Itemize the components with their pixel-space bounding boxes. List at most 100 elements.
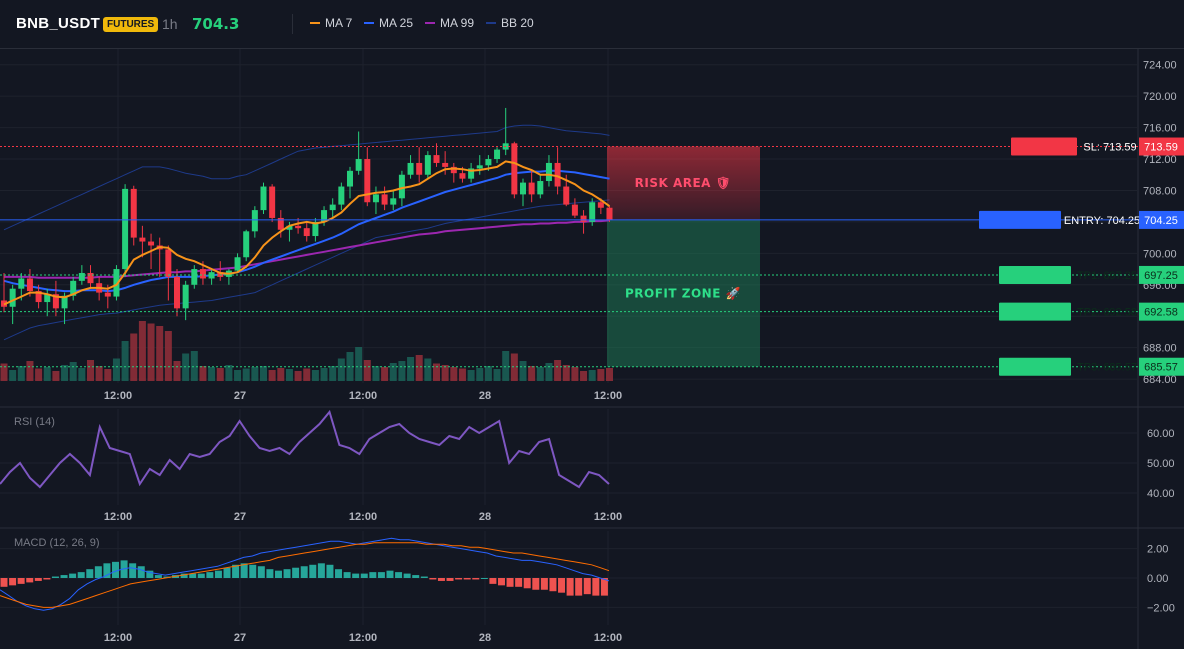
x-tick-label: 12:00 xyxy=(594,632,622,644)
x-tick-label: 12:00 xyxy=(349,511,377,523)
macd-histogram-bar xyxy=(480,578,488,579)
legend-ma99[interactable]: MA 99 xyxy=(425,16,474,30)
x-tick-label: 12:00 xyxy=(594,390,622,402)
x-tick-label: 27 xyxy=(234,390,246,402)
legend-bb20-label: BB 20 xyxy=(501,16,534,30)
volume-bar xyxy=(35,368,43,381)
volume-bar xyxy=(164,331,172,381)
volume-bar xyxy=(450,367,458,381)
macd-histogram-bar xyxy=(197,573,205,578)
macd-histogram-bar xyxy=(283,569,291,578)
macd-histogram-bar xyxy=(317,563,325,578)
candle-body xyxy=(104,292,111,297)
candle-body xyxy=(442,162,449,167)
y-tick-label: 720.00 xyxy=(1143,91,1177,103)
candle-body xyxy=(321,210,328,222)
level-price-tp2: 692.58 xyxy=(1144,307,1178,319)
volume-bar xyxy=(528,366,536,381)
x-tick-label: 12:00 xyxy=(104,390,132,402)
x-tick-label: 27 xyxy=(234,511,246,523)
candle-body xyxy=(407,162,414,175)
timeframe-label[interactable]: 1h xyxy=(162,16,178,32)
candle-body xyxy=(269,186,276,218)
candle-body xyxy=(416,162,423,175)
x-tick-label: 12:00 xyxy=(104,632,132,644)
candle-body xyxy=(355,159,362,171)
candle-body xyxy=(139,237,146,242)
candle-body xyxy=(44,294,51,303)
ma99-swatch xyxy=(425,21,435,24)
volume-bar xyxy=(294,371,302,381)
candle-body xyxy=(398,174,405,199)
volume-bar xyxy=(147,323,155,381)
volume-bar xyxy=(95,366,103,381)
candle-body xyxy=(295,225,302,229)
rsi-line xyxy=(0,409,610,489)
candle-body xyxy=(9,288,16,307)
candle-body xyxy=(450,166,457,174)
volume-bar xyxy=(234,370,242,381)
volume-bar xyxy=(415,355,423,381)
macd-histogram-bar xyxy=(489,578,497,584)
zone-label: PROFIT ZONE 🚀 xyxy=(625,286,741,300)
candle-body xyxy=(277,217,284,230)
macd-histogram-bar xyxy=(129,563,137,578)
macd-histogram-bar xyxy=(446,578,454,581)
macd-histogram-bar xyxy=(583,578,591,595)
legend-ma7[interactable]: MA 7 xyxy=(310,16,352,30)
candle-body xyxy=(528,182,535,195)
macd-histogram-bar xyxy=(506,578,514,587)
macd-histogram-bar xyxy=(223,567,231,578)
volume-bar xyxy=(242,368,250,381)
candle-body xyxy=(286,225,293,230)
volume-bar xyxy=(104,369,112,381)
header-divider xyxy=(292,14,293,34)
volume-bar xyxy=(268,370,276,381)
volume-bar xyxy=(536,367,544,381)
volume-bar xyxy=(441,365,449,381)
legend-ma25[interactable]: MA 25 xyxy=(364,16,413,30)
zone-profit-zone: PROFIT ZONE 🚀 xyxy=(607,219,760,367)
volume-bar xyxy=(424,358,432,381)
volume-bar xyxy=(199,366,207,381)
macd-histogram-bar xyxy=(137,566,145,578)
symbol-name[interactable]: BNB_USDT xyxy=(16,15,101,32)
candle-body xyxy=(338,186,345,205)
candle-body xyxy=(182,284,189,309)
y-tick-label: 724.00 xyxy=(1143,60,1177,72)
level-label-bg-tp3 xyxy=(999,357,1071,376)
rsi-y-tick: 40.00 xyxy=(1147,488,1175,500)
volume-bar xyxy=(510,353,518,381)
macd-histogram-bar xyxy=(180,573,188,578)
candle-body xyxy=(545,162,552,182)
macd-histogram-bar xyxy=(386,570,394,578)
volume-bar xyxy=(519,361,527,381)
volume-bar xyxy=(606,368,613,381)
candle-body xyxy=(113,269,120,297)
macd-histogram-bar xyxy=(34,578,42,581)
volume-bar xyxy=(588,370,596,381)
macd-histogram-bar xyxy=(515,578,523,587)
macd-histogram-bar xyxy=(257,566,265,578)
macd-title: MACD (12, 26, 9) xyxy=(14,537,100,549)
candle-body xyxy=(165,249,172,277)
level-label-bg-tp2 xyxy=(999,302,1071,321)
volume-bar xyxy=(78,368,86,381)
macd-y-tick: 2.00 xyxy=(1147,544,1168,556)
volume-bar xyxy=(329,366,337,381)
volume-bar xyxy=(476,368,484,381)
level-price-entry: 704.25 xyxy=(1144,215,1178,227)
macd-histogram-bar xyxy=(0,578,8,587)
macd-histogram-bar xyxy=(326,564,334,578)
legend-ma25-label: MA 25 xyxy=(379,16,414,30)
candle-body xyxy=(606,207,613,220)
level-label-tp1: TP1: 697.25 xyxy=(1077,270,1137,282)
candle-body xyxy=(589,202,596,222)
macd-histogram-bar xyxy=(112,561,120,578)
profit-zone-box xyxy=(607,219,760,367)
last-price: 704.3 xyxy=(192,15,240,33)
legend-bb20[interactable]: BB 20 xyxy=(486,16,534,30)
candle-body xyxy=(303,228,310,237)
candle-body xyxy=(52,294,59,309)
